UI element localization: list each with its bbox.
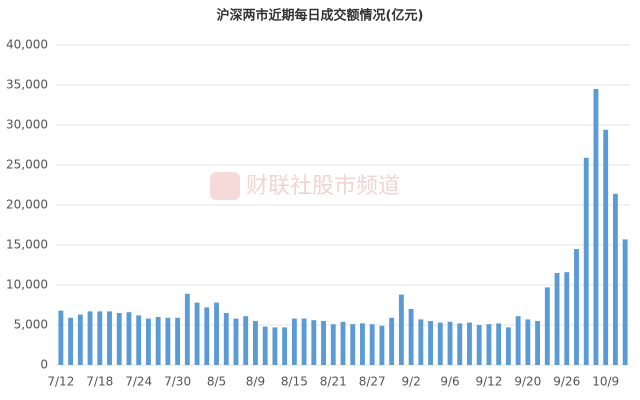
bar xyxy=(612,193,618,365)
bar xyxy=(437,322,443,365)
watermark: 财联社股市频道 xyxy=(246,174,400,199)
x-tick-label: 9/6 xyxy=(440,375,459,389)
bar xyxy=(321,321,326,365)
bar xyxy=(145,318,151,365)
x-tick-label: 8/5 xyxy=(207,375,226,389)
bar xyxy=(486,324,492,365)
bar xyxy=(622,239,628,365)
bar xyxy=(204,307,210,365)
bar xyxy=(583,157,589,365)
bar xyxy=(311,320,317,365)
bar xyxy=(126,312,132,365)
y-tick-label: 30,000 xyxy=(6,118,48,132)
bar xyxy=(253,321,258,365)
bar xyxy=(360,323,365,365)
x-tick-label: 9/26 xyxy=(553,375,580,389)
bar xyxy=(175,317,181,365)
bar xyxy=(233,318,239,365)
x-tick-label: 9/2 xyxy=(401,375,420,389)
bar xyxy=(535,321,541,365)
bar xyxy=(58,310,64,365)
y-tick-label: 40,000 xyxy=(6,38,48,52)
bar xyxy=(77,314,83,365)
bar xyxy=(194,302,200,365)
x-tick-label: 8/15 xyxy=(281,375,308,389)
bar xyxy=(107,311,112,365)
y-tick-label: 15,000 xyxy=(6,238,48,252)
bar xyxy=(379,325,385,365)
x-tick-label: 8/21 xyxy=(320,375,347,389)
bar xyxy=(515,316,521,365)
bar xyxy=(408,309,414,365)
bar xyxy=(262,326,268,365)
y-tick-label: 25,000 xyxy=(6,158,48,172)
bar xyxy=(340,321,346,365)
watermark-logo xyxy=(210,172,240,200)
bar xyxy=(593,89,599,365)
x-tick-label: 7/12 xyxy=(47,375,74,389)
bar xyxy=(457,323,463,365)
x-tick-label: 7/18 xyxy=(86,375,113,389)
bar xyxy=(369,324,375,365)
bar xyxy=(165,317,171,365)
y-tick-label: 10,000 xyxy=(6,278,48,292)
bar xyxy=(87,311,93,365)
bar xyxy=(476,325,482,365)
bar xyxy=(467,322,472,365)
y-tick-label: 5,000 xyxy=(14,318,48,332)
y-tick-label: 0 xyxy=(40,358,48,372)
bar xyxy=(505,327,511,365)
bar xyxy=(97,311,103,365)
bar xyxy=(554,273,560,365)
x-tick-label: 7/24 xyxy=(125,375,152,389)
bar xyxy=(564,272,570,365)
bar xyxy=(544,287,550,365)
bar xyxy=(301,318,307,365)
bar xyxy=(525,319,531,365)
bar xyxy=(447,321,453,365)
chart-title: 沪深两市近期每日成交额情况(亿元) xyxy=(217,8,424,24)
bar xyxy=(428,321,433,365)
bar xyxy=(603,129,609,365)
bar xyxy=(116,313,122,365)
bar xyxy=(330,324,336,365)
bar xyxy=(68,317,74,365)
x-tick-label: 7/30 xyxy=(164,375,191,389)
bar xyxy=(398,294,404,365)
bar xyxy=(214,302,219,365)
bar xyxy=(243,316,249,365)
x-tick-label: 9/20 xyxy=(514,375,541,389)
bar xyxy=(184,293,190,365)
x-tick-label: 8/27 xyxy=(359,375,386,389)
bar xyxy=(155,317,161,365)
bar xyxy=(282,327,288,365)
bar xyxy=(136,315,142,365)
bar xyxy=(272,327,278,365)
bar xyxy=(291,318,297,365)
bar xyxy=(496,323,502,365)
bar xyxy=(223,313,229,365)
y-tick-label: 20,000 xyxy=(6,198,48,212)
bar xyxy=(418,319,424,365)
x-tick-label: 8/9 xyxy=(246,375,265,389)
bar xyxy=(389,317,395,365)
x-tick-label: 9/12 xyxy=(475,375,502,389)
y-tick-label: 35,000 xyxy=(6,78,48,92)
bar xyxy=(574,249,579,365)
bar xyxy=(350,324,356,365)
x-tick-label: 10/9 xyxy=(592,375,619,389)
